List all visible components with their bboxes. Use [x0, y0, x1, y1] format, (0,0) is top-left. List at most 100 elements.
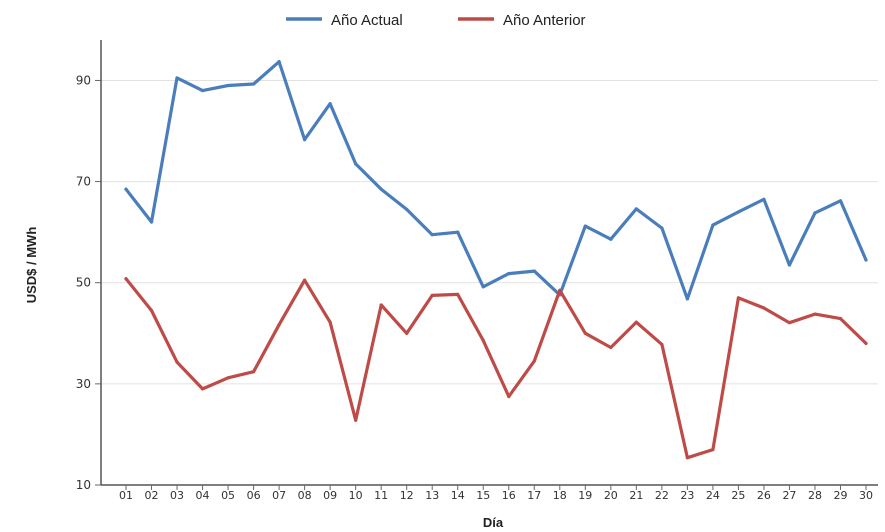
axes: 10 30 50 70 90 01 02 03 04 05 06 07 08 09 10 11 12 13 14 15… — [76, 40, 878, 502]
x-tick-label: 03 — [170, 489, 184, 502]
data-point — [354, 418, 358, 422]
x-tick-label: 22 — [655, 489, 669, 502]
data-point — [532, 269, 536, 273]
x-tick-label: 30 — [859, 489, 873, 502]
x-tick-label: 24 — [706, 489, 720, 502]
series-line-0 — [124, 60, 868, 301]
data-point — [226, 83, 230, 88]
data-point — [660, 226, 664, 230]
data-point — [277, 323, 281, 327]
data-point — [124, 187, 128, 191]
data-point — [200, 88, 205, 93]
x-tick-label: 04 — [196, 489, 210, 502]
data-point — [813, 211, 817, 215]
data-point — [175, 360, 179, 364]
x-tick-label: 28 — [808, 489, 822, 502]
x-tick-label: 26 — [757, 489, 771, 502]
legend-label: Año Actual — [331, 12, 403, 29]
x-tick-label: 25 — [731, 489, 745, 502]
data-point — [507, 272, 511, 276]
data-point — [787, 321, 792, 325]
data-point — [660, 342, 664, 347]
x-tick-label: 29 — [833, 489, 847, 502]
x-tick-label: 07 — [272, 489, 286, 502]
data-point — [430, 233, 434, 237]
series-line-1 — [124, 277, 868, 460]
y-tick-label: 70 — [76, 175, 91, 189]
x-tick-label: 20 — [604, 489, 618, 502]
data-point — [124, 277, 128, 281]
y-tick-label: 50 — [76, 276, 91, 290]
x-tick-label: 08 — [298, 489, 312, 502]
data-point — [685, 297, 689, 301]
data-point — [762, 306, 766, 310]
x-tick-label: 16 — [502, 489, 516, 502]
grid-lines — [101, 79, 878, 385]
data-point — [251, 370, 256, 374]
data-point — [736, 296, 741, 300]
data-point — [200, 387, 205, 391]
legend-label: Año Anterior — [503, 12, 586, 29]
legend-item[interactable]: Año Anterior — [458, 12, 586, 29]
x-axis-title: Día — [483, 515, 504, 530]
x-tick-label: 15 — [476, 489, 490, 502]
x-tick-label: 23 — [680, 489, 694, 502]
data-point — [711, 448, 715, 452]
x-tick-label: 21 — [629, 489, 643, 502]
data-point — [736, 210, 741, 214]
x-tick-label: 02 — [145, 489, 159, 502]
x-tick-label: 13 — [425, 489, 439, 502]
x-tick-label: 18 — [553, 489, 567, 502]
x-tick-label: 06 — [247, 489, 261, 502]
data-point — [634, 320, 638, 324]
data-point — [175, 76, 179, 80]
data-point — [430, 293, 434, 297]
x-tick-label: 19 — [578, 489, 592, 502]
y-tick-label: 10 — [76, 478, 91, 492]
series-lines — [124, 60, 868, 460]
data-point — [149, 220, 154, 224]
data-point — [379, 303, 383, 307]
data-point — [813, 312, 817, 316]
data-point — [583, 331, 587, 335]
x-tick-label: 11 — [374, 489, 388, 502]
data-point — [864, 341, 868, 346]
x-tick-label: 14 — [451, 489, 465, 502]
data-point — [405, 207, 409, 212]
x-tick-label: 17 — [527, 489, 541, 502]
data-point — [456, 230, 460, 234]
data-point — [226, 376, 230, 380]
x-tick-label: 12 — [400, 489, 414, 502]
data-point — [354, 162, 358, 166]
data-point — [481, 338, 485, 342]
data-point — [558, 288, 562, 292]
data-point — [838, 317, 843, 321]
data-point — [711, 223, 715, 227]
x-tick-label: 09 — [323, 489, 337, 502]
data-point — [583, 224, 587, 228]
data-point — [685, 456, 689, 460]
data-point — [328, 320, 332, 324]
data-point — [609, 237, 613, 241]
data-point — [787, 263, 792, 267]
data-point — [251, 82, 256, 86]
data-point — [277, 60, 281, 64]
data-point — [864, 258, 868, 262]
data-point — [481, 285, 485, 289]
legend: Año Actual Año Anterior — [286, 12, 586, 29]
x-tick-label: 01 — [119, 489, 133, 502]
data-point — [532, 359, 536, 363]
data-point — [328, 102, 332, 106]
data-point — [507, 394, 511, 399]
data-point — [609, 345, 613, 350]
data-point — [762, 197, 766, 201]
x-tick-label: 10 — [349, 489, 363, 502]
x-tick-label: 05 — [221, 489, 235, 502]
legend-item[interactable]: Año Actual — [286, 12, 403, 29]
data-point — [456, 292, 460, 296]
data-point — [303, 138, 307, 142]
y-axis-title: USD$ / MWh — [24, 227, 39, 304]
y-tick-label: 90 — [76, 73, 91, 87]
x-tick-label: 27 — [782, 489, 796, 502]
